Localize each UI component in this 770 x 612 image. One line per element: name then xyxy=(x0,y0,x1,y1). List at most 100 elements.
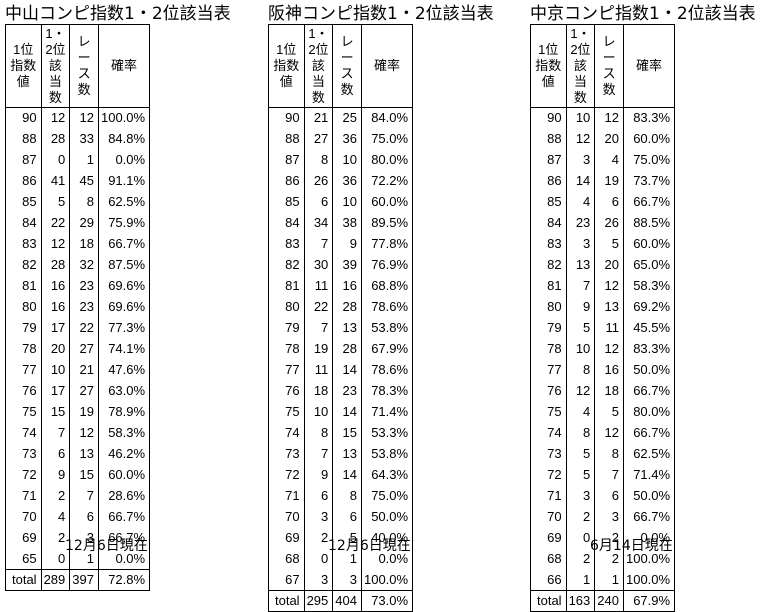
top2-count-cell: 19 xyxy=(303,338,334,360)
index-value-cell: 87 xyxy=(268,149,305,171)
table-row: 72 9 15 60.0% xyxy=(5,464,151,486)
table-row: 71 6 8 75.0% xyxy=(268,485,414,507)
rate-cell: 68.8% xyxy=(360,275,414,297)
rate-cell: 58.3% xyxy=(622,275,676,297)
race-count-cell: 14 xyxy=(332,359,362,381)
rate-cell: 83.3% xyxy=(622,107,676,129)
index-value-cell: 88 xyxy=(268,128,305,150)
top2-count-cell: 10 xyxy=(565,338,596,360)
table-row: 83 3 5 60.0% xyxy=(530,233,676,255)
index-value-cell: 75 xyxy=(530,401,567,423)
table-row: 75 15 19 78.9% xyxy=(5,401,151,423)
table-row: 81 7 12 58.3% xyxy=(530,275,676,297)
rate-cell: 66.7% xyxy=(97,527,151,549)
table-row: 85 5 8 62.5% xyxy=(5,191,151,213)
race-count-cell: 4 xyxy=(594,149,624,171)
nakayama-table: 1位 指数値 1・2位 該当数 レース数 確率 90 12 12 100.0% 88 28 33 84.8… xyxy=(5,24,151,591)
race-count-cell: 12 xyxy=(594,422,624,444)
total-rate-cell: 72.8% xyxy=(97,569,151,591)
top2-count-cell: 26 xyxy=(303,170,334,192)
top2-count-cell: 18 xyxy=(303,380,334,402)
race-count-cell: 3 xyxy=(332,569,362,591)
race-count-cell: 5 xyxy=(594,233,624,255)
index-value-cell: 80 xyxy=(530,296,567,318)
rate-cell: 66.7% xyxy=(97,506,151,528)
index-value-cell: 75 xyxy=(268,401,305,423)
race-count-header: レース数 xyxy=(69,24,99,108)
rate-cell: 53.8% xyxy=(360,443,414,465)
rate-cell: 50.0% xyxy=(360,506,414,528)
race-count-cell: 15 xyxy=(69,464,99,486)
rate-cell: 76.9% xyxy=(360,254,414,276)
total-row: total 289 397 72.8% xyxy=(5,569,151,591)
index-value-cell: 72 xyxy=(268,464,305,486)
table-row: 90 21 25 84.0% xyxy=(268,107,414,129)
index-value-cell: 79 xyxy=(530,317,567,339)
table-row: 69 2 3 66.7% xyxy=(5,527,151,549)
header-row: 1位 指数値 1・2位 該当数 レース数 確率 xyxy=(530,24,676,108)
rate-cell: 100.0% xyxy=(97,107,151,129)
race-count-cell: 15 xyxy=(332,422,362,444)
index-value-cell: 77 xyxy=(5,359,42,381)
top2-count-cell: 5 xyxy=(565,443,596,465)
table-row: 74 8 15 53.3% xyxy=(268,422,414,444)
table-row: 84 23 26 88.5% xyxy=(530,212,676,234)
top2-count-cell: 11 xyxy=(303,359,334,381)
index-value-cell: 84 xyxy=(268,212,305,234)
race-count-cell: 39 xyxy=(332,254,362,276)
top2-count-cell: 4 xyxy=(565,401,596,423)
index-value-cell: 86 xyxy=(5,170,42,192)
index-value-cell: 78 xyxy=(268,338,305,360)
top2-count-cell: 30 xyxy=(303,254,334,276)
race-count-cell: 45 xyxy=(69,170,99,192)
top2-count-cell: 12 xyxy=(40,107,71,129)
rate-cell: 74.1% xyxy=(97,338,151,360)
top2-count-cell: 17 xyxy=(40,380,71,402)
race-count-cell: 12 xyxy=(69,422,99,444)
race-count-cell: 20 xyxy=(594,128,624,150)
rate-cell: 66.7% xyxy=(622,506,676,528)
index-value-cell: 90 xyxy=(530,107,567,129)
table-row: 70 3 6 50.0% xyxy=(268,506,414,528)
total-top2-count-cell: 289 xyxy=(40,569,71,591)
hanshin-table: 1位 指数値 1・2位 該当数 レース数 確率 90 21 25 84.0% 88 27 36 75.0%… xyxy=(268,24,414,612)
top2-count-cell: 12 xyxy=(565,380,596,402)
table-row: 74 7 12 58.3% xyxy=(5,422,151,444)
table-row: 70 4 6 66.7% xyxy=(5,506,151,528)
index-value-header: 1位 指数値 xyxy=(5,24,42,108)
table-row: 77 11 14 78.6% xyxy=(268,359,414,381)
index-value-cell: 80 xyxy=(268,296,305,318)
race-count-cell: 10 xyxy=(332,149,362,171)
top2-count-cell: 34 xyxy=(303,212,334,234)
top2-count-cell: 9 xyxy=(40,464,71,486)
rate-cell: 87.5% xyxy=(97,254,151,276)
race-count-cell: 16 xyxy=(332,275,362,297)
index-value-cell: 78 xyxy=(5,338,42,360)
race-count-cell: 18 xyxy=(594,380,624,402)
race-count-cell: 36 xyxy=(332,128,362,150)
rate-cell: 71.4% xyxy=(622,464,676,486)
race-count-cell: 13 xyxy=(332,317,362,339)
index-value-header: 1位 指数値 xyxy=(530,24,567,108)
chukyo-title: 中京コンピ指数1・2位該当表 xyxy=(530,4,756,24)
index-value-cell: 84 xyxy=(5,212,42,234)
rate-cell: 78.6% xyxy=(360,296,414,318)
index-value-cell: 87 xyxy=(530,149,567,171)
top2-count-header-line: 1・2位 xyxy=(570,26,591,57)
table-row: 73 6 13 46.2% xyxy=(5,443,151,465)
total-race-count-cell: 240 xyxy=(594,590,624,612)
rate-cell: 66.7% xyxy=(622,422,676,444)
table-row: 86 26 36 72.2% xyxy=(268,170,414,192)
table-row: 90 12 12 100.0% xyxy=(5,107,151,129)
table-row: 72 5 7 71.4% xyxy=(530,464,676,486)
index-value-cell: 82 xyxy=(530,254,567,276)
rate-cell: 0.0% xyxy=(622,527,676,549)
index-value-cell: 81 xyxy=(530,275,567,297)
index-value-cell: 70 xyxy=(5,506,42,528)
top2-count-cell: 3 xyxy=(565,233,596,255)
race-count-cell: 27 xyxy=(69,338,99,360)
top2-count-cell: 11 xyxy=(303,275,334,297)
top2-count-cell: 27 xyxy=(303,128,334,150)
top2-count-cell: 23 xyxy=(565,212,596,234)
index-value-cell: 73 xyxy=(530,443,567,465)
